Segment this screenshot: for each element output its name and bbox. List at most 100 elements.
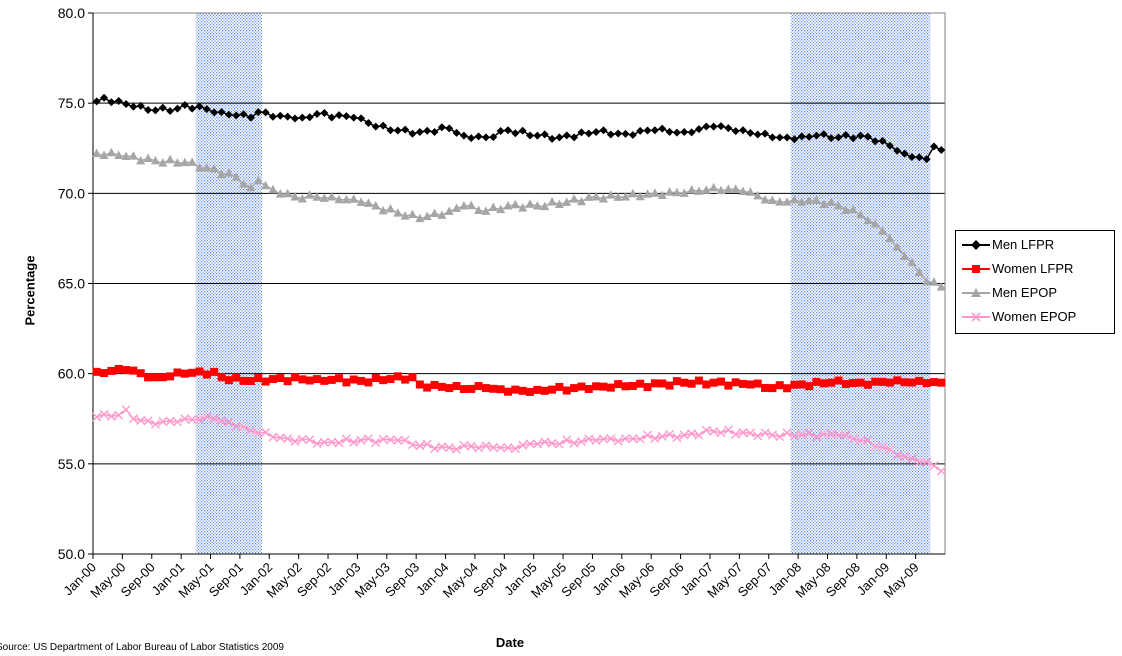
data-point [643,383,652,392]
data-point [658,124,667,133]
data-point [827,378,836,387]
data-point [584,129,593,138]
data-point [121,405,131,415]
data-point [357,114,366,123]
data-point [261,427,271,437]
data-point [775,133,784,142]
data-point [650,433,660,443]
data-point [444,443,454,453]
data-point [554,439,564,449]
data-point [466,441,476,451]
data-point [731,429,741,439]
data-point [885,233,895,243]
data-point [187,415,197,425]
data-point [114,410,124,420]
y-tick-label: 55.0 [58,456,85,472]
data-point [790,135,799,144]
data-point [224,168,234,177]
data-point [907,454,917,464]
data-point [415,213,425,223]
data-point [452,444,462,454]
data-point [290,114,299,123]
data-point [210,367,219,376]
data-point [415,380,424,389]
data-point [518,386,527,395]
legend: Men LFPR Women LFPR Men EPOP Women EPOP [955,230,1115,334]
data-point [628,434,638,444]
data-point [650,379,659,388]
data-point [849,134,858,143]
legend-marker-x-icon [962,312,990,322]
data-point [841,380,850,389]
data-point [349,437,359,447]
data-point [613,192,623,201]
data-point [767,195,777,205]
data-point [173,368,182,377]
data-point [437,210,447,219]
data-point [92,367,101,376]
data-point [657,190,667,199]
data-point [459,440,469,450]
data-point [363,434,373,444]
data-point [180,157,190,167]
data-point [187,157,197,166]
x-axis-label: Date [495,635,525,650]
y-tick-label: 65.0 [58,276,85,292]
data-point [327,113,336,122]
data-point [621,434,630,444]
data-point [870,441,880,451]
data-point [217,373,226,382]
data-point [143,153,153,162]
data-point [136,101,145,110]
data-point [136,369,145,378]
data-point [386,126,395,135]
data-point [518,440,528,450]
data-point [753,190,763,200]
legend-label: Women EPOP [992,309,1077,324]
data-point [474,132,483,141]
data-point [724,381,733,390]
data-point [342,112,351,121]
legend-label: Men LFPR [992,237,1055,252]
data-point [246,113,255,122]
data-point [929,461,939,471]
data-point [488,202,498,212]
data-point [576,196,586,206]
data-point [379,121,388,130]
data-point [731,378,740,387]
data-point [570,133,579,142]
data-point [503,387,512,396]
data-point [393,435,403,445]
data-point [510,199,520,209]
data-point [202,412,212,422]
data-point [621,129,630,138]
data-point [900,452,910,462]
data-point [863,435,873,445]
data-point [466,200,476,210]
data-point [496,385,505,394]
data-point [885,141,894,150]
data-point [716,428,726,438]
data-point [937,146,946,155]
data-point [922,155,931,164]
data-point [261,108,270,117]
data-point [598,434,608,444]
data-point [761,383,770,392]
data-point [885,444,895,454]
data-point [268,375,277,384]
data-point [276,111,285,120]
data-point [819,199,829,208]
data-point [878,377,887,386]
data-point [701,425,711,435]
data-point [150,419,160,429]
data-point [658,379,667,388]
data-point [871,137,880,146]
y-tick-label: 75.0 [58,95,85,111]
data-point [592,382,601,391]
data-point [636,126,645,135]
data-point [400,211,410,220]
data-point [114,97,123,106]
data-point [136,415,146,425]
data-point [474,205,484,215]
data-point [665,187,675,196]
